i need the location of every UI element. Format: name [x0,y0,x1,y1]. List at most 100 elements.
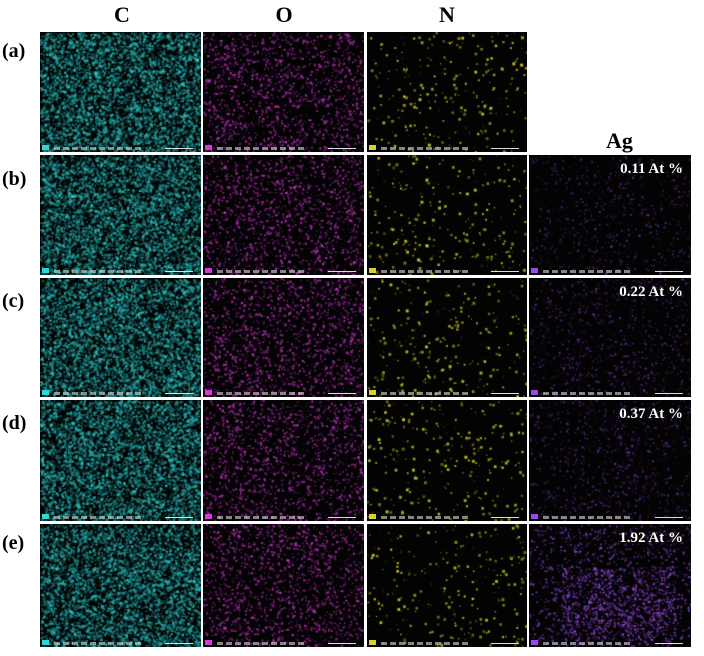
scale-bar [328,148,356,149]
eds-map-n-c [367,278,527,397]
eds-map-o-d [203,400,364,521]
column-header-ag: Ag [606,128,633,153]
element-tag [205,268,212,273]
element-map-image [203,524,364,647]
element-tag [531,268,538,273]
eds-map-ag-e: 1.92 At % [529,524,691,647]
scale-bar [328,393,356,394]
scale-bar [165,148,193,149]
scale-bar [491,148,519,149]
eds-map-n-d [367,400,527,521]
eds-map-c-b [40,155,201,275]
scale-bar [491,517,519,518]
metadata-strip [543,392,633,395]
metadata-strip [54,147,144,150]
scale-bar [655,517,683,518]
element-tag [369,640,376,645]
scale-bar [491,393,519,394]
eds-map-n-e [367,524,527,647]
element-tag [42,145,49,150]
scale-bar [328,517,356,518]
scale-bar [655,271,683,272]
eds-map-ag-d: 0.37 At % [529,400,691,521]
element-map-image [367,524,527,647]
eds-map-c-d [40,400,201,521]
column-header-c: C [114,2,130,27]
scale-bar [165,271,193,272]
eds-map-n-b [367,155,527,275]
eds-map-o-e [203,524,364,647]
element-tag [369,268,376,273]
element-map-image [203,155,364,275]
element-tag [42,390,49,395]
element-tag [42,268,49,273]
row-label-e: (e) [2,532,25,554]
eds-map-o-b [203,155,364,275]
eds-map-o-a [203,32,364,152]
element-map-image [203,32,364,152]
scale-bar [165,517,193,518]
element-tag [369,514,376,519]
element-tag [42,640,49,645]
eds-map-c-c [40,278,201,397]
metadata-strip [217,270,307,273]
element-tag [205,145,212,150]
element-tag [205,390,212,395]
scale-bar [491,643,519,644]
metadata-strip [54,392,144,395]
ag-atomic-percent-label: 0.11 At % [620,161,683,177]
eds-map-ag-b: 0.11 At % [529,155,691,275]
scale-bar [655,643,683,644]
column-header-n: N [439,2,455,27]
eds-map-o-c [203,278,364,397]
metadata-strip [381,642,471,645]
element-map-image [367,400,527,521]
scale-bar [165,393,193,394]
scale-bar [165,643,193,644]
row-label-a: (a) [2,40,26,62]
scale-bar [655,393,683,394]
element-map-image [367,155,527,275]
row-label-b: (b) [2,168,27,190]
element-map-image [40,155,201,275]
metadata-strip [54,642,144,645]
metadata-strip [54,270,144,273]
ag-atomic-percent-label: 0.22 At % [619,284,683,300]
metadata-strip [543,642,633,645]
scale-bar [491,271,519,272]
metadata-strip [381,270,471,273]
element-map-image [529,524,691,647]
ag-atomic-percent-label: 0.37 At % [619,406,683,422]
element-tag [531,514,538,519]
element-map-image [203,400,364,521]
metadata-strip [217,516,307,519]
element-map-image [40,32,201,152]
scale-bar [328,643,356,644]
scale-bar [328,271,356,272]
metadata-strip [381,147,471,150]
eds-map-c-e [40,524,201,647]
element-map-image [529,278,691,397]
element-tag [205,514,212,519]
metadata-strip [217,147,307,150]
column-header-o: O [275,2,293,27]
metadata-strip [543,516,633,519]
metadata-strip [217,642,307,645]
ag-atomic-percent-label: 1.92 At % [619,530,683,546]
element-map-image [40,400,201,521]
element-map-image [40,524,201,647]
element-map-image [529,400,691,521]
eds-map-ag-c: 0.22 At % [529,278,691,397]
eds-map-c-a [40,32,201,152]
element-tag [369,145,376,150]
element-tag [369,390,376,395]
metadata-strip [217,392,307,395]
element-map-image [367,32,527,152]
element-map-image [40,278,201,397]
row-label-c: (c) [2,290,25,312]
element-tag [42,514,49,519]
element-map-image [529,155,691,275]
element-tag [531,640,538,645]
element-map-image [367,278,527,397]
element-tag [531,390,538,395]
